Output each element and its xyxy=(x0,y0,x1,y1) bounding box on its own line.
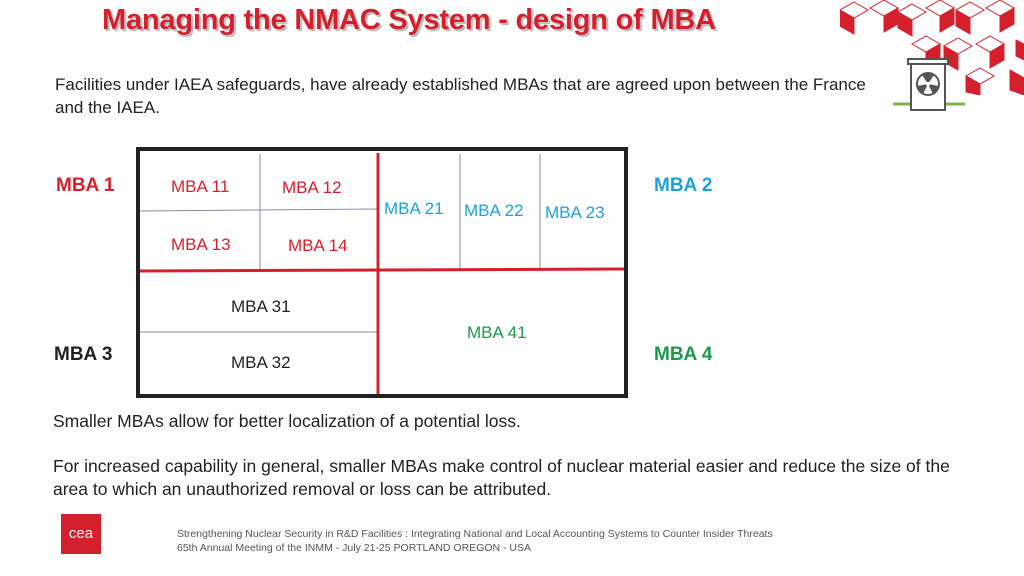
intro-text: Facilities under IAEA safeguards, have a… xyxy=(55,75,866,117)
paragraph-capability: For increased capability in general, sma… xyxy=(53,456,950,499)
cell-mba-31: MBA 31 xyxy=(231,297,291,316)
cell-mba-23: MBA 23 xyxy=(545,203,605,222)
paragraph-localization: Smaller MBAs allow for better localizati… xyxy=(53,411,521,431)
footer: Strengthening Nuclear Security in R&D Fa… xyxy=(177,527,773,555)
mba1-label: MBA 1 xyxy=(56,175,115,196)
radioactive-container-icon xyxy=(893,58,965,111)
footer-line-2: 65th Annual Meeting of the INMM - July 2… xyxy=(177,542,532,554)
mba2-label: MBA 2 xyxy=(654,175,713,196)
cell-mba-12: MBA 12 xyxy=(282,178,342,197)
cell-mba-21: MBA 21 xyxy=(384,199,444,218)
cell-mba-11: MBA 11 xyxy=(171,177,230,196)
cell-mba-32: MBA 32 xyxy=(231,353,291,372)
mba3-label: MBA 3 xyxy=(54,344,113,365)
mba-layout-diagram: MBA 11 MBA 12 MBA 13 MBA 14 MBA 21 MBA 2… xyxy=(136,147,628,398)
cube-pattern-decoration xyxy=(840,0,1024,95)
mba4-label: MBA 4 xyxy=(654,344,713,365)
footer-line-1: Strengthening Nuclear Security in R&D Fa… xyxy=(177,528,773,540)
cell-mba-22: MBA 22 xyxy=(464,201,524,220)
page-title: Managing the NMAC System - design of MBA xyxy=(102,4,716,36)
cell-mba-13: MBA 13 xyxy=(171,235,231,254)
cell-mba-41: MBA 41 xyxy=(467,323,527,342)
cell-mba-14: MBA 14 xyxy=(288,236,348,255)
cea-logo: cea xyxy=(61,514,101,554)
mba-divider-lines xyxy=(140,153,624,394)
